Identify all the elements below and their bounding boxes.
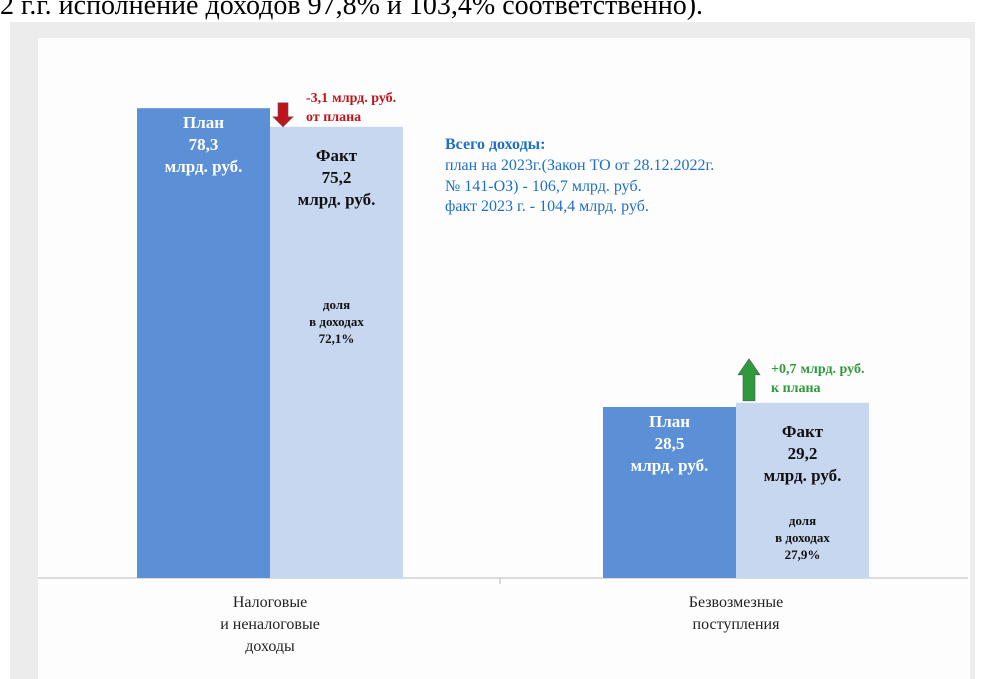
deviation-unit: млрд. руб. <box>332 90 397 106</box>
header: 2 г.г. исполнение доходов 97,8% и 103,4%… <box>0 0 704 21</box>
series-name: Факт <box>315 145 358 165</box>
share-text: доля в доходах <box>775 512 830 545</box>
bar <box>270 126 403 579</box>
series-name: План <box>648 412 691 431</box>
annotation: Всего доходы: план на 2023г.(Закон ТО от … <box>445 135 714 218</box>
share-value: 27,9% <box>784 546 821 562</box>
x-tick-label: Налоговые и неналоговые доходы <box>220 594 320 655</box>
deviation-arrow <box>737 358 761 402</box>
deviation-value: +0,7 <box>771 361 797 377</box>
unit-label: млрд. руб. <box>164 157 243 177</box>
deviation-label: +0,7 млрд. руб. к плана <box>771 360 864 398</box>
bar <box>603 407 736 578</box>
bar-label: Факт 29,2 млрд. руб. <box>736 421 869 487</box>
deviation-line: +0,7 млрд. руб. <box>771 360 864 380</box>
share-text: доля в доходах <box>309 296 364 329</box>
unit-label: млрд. руб. <box>763 465 842 485</box>
series-name: План <box>182 113 225 133</box>
bar <box>736 402 869 578</box>
annotation-title: Всего доходы: <box>445 136 546 153</box>
bar <box>137 108 270 578</box>
bar-label: План 28,5 млрд. руб. <box>603 411 736 477</box>
deviation-unit: млрд. руб. <box>800 361 865 377</box>
unit-label: млрд. руб. <box>297 189 376 209</box>
deviation-label: -3,1 млрд. руб. от плана <box>306 89 396 127</box>
share-value: 72,1% <box>318 330 355 346</box>
share-label: доля в доходах 72,1% <box>270 297 403 348</box>
value-label: 29,2 <box>787 443 818 463</box>
value-label: 28,5 <box>654 434 685 454</box>
deviation-arrow <box>272 102 294 128</box>
x-tick-label: Безвозмезные поступления <box>688 594 784 633</box>
bar-label: План 78,3 млрд. руб. <box>137 112 270 178</box>
bar-label: Факт 75,2 млрд. руб. <box>270 145 403 211</box>
deviation-note: к плана <box>771 380 821 396</box>
deviation-note: от плана <box>306 109 362 125</box>
deviation-line: -3,1 млрд. руб. <box>306 89 396 109</box>
value-label: 75,2 <box>321 167 352 187</box>
value-label: 78,3 <box>188 135 219 155</box>
annotation-line: № 141-ОЗ) - 106,7 млрд. руб. <box>445 177 642 195</box>
unit-label: млрд. руб. <box>630 456 709 476</box>
annotation-line: план на 2023г.(Закон ТО от 28.12.2022г. <box>445 156 715 174</box>
deviation-value: -3,1 <box>306 90 329 106</box>
share-label: доля в доходах 27,9% <box>736 513 869 564</box>
series-name: Факт <box>781 421 824 441</box>
annotation-line: факт 2023 г. - 104,4 млрд. руб. <box>445 198 649 216</box>
